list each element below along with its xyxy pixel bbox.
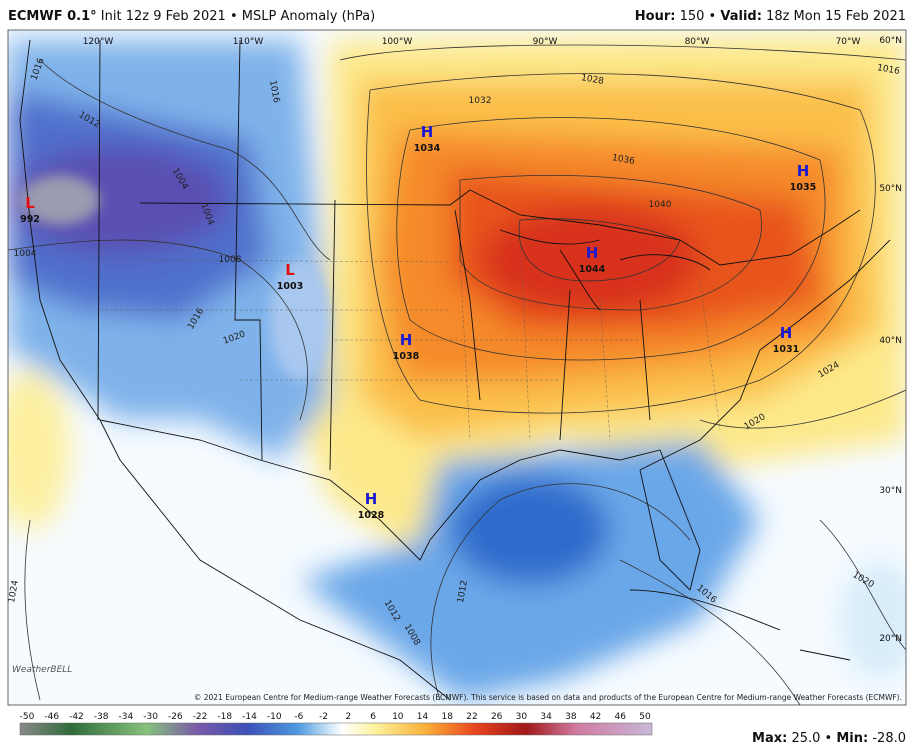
hour-label: Hour: (635, 9, 676, 24)
valid: 18z Mon 15 Feb 2021 (766, 9, 906, 24)
colorbar-tick-label: 10 (392, 712, 404, 722)
terrain-noise (20, 175, 330, 380)
pressure-center-letter: H (400, 331, 413, 349)
pressure-center-value: 1028 (358, 510, 385, 521)
model-name: ECMWF 0.1° (8, 9, 97, 24)
longitude-label: 120°W (83, 37, 114, 47)
isobar-label: 1032 (469, 96, 492, 106)
pressure-center-value: 1044 (579, 264, 606, 275)
colorbar-tick-label: 42 (590, 712, 601, 722)
colorbar-tick-label: 30 (516, 712, 528, 722)
isobar-label: 1016 (876, 63, 901, 77)
colorbar-tick-label: -46 (44, 712, 59, 722)
pressure-center-letter: H (365, 490, 378, 508)
pressure-center-value: 1031 (773, 344, 799, 355)
pressure-center-value: 992 (20, 214, 40, 225)
colorbar-tick-label: 6 (370, 712, 376, 722)
stats: Max: 25.0 • Min: -28.0 (752, 731, 906, 746)
isobar-label: 1012 (456, 580, 470, 604)
pressure-center-value: 1035 (790, 182, 816, 193)
latitude-label: 60°N (879, 36, 902, 46)
state-lines (100, 229, 721, 441)
hour: 150 • (680, 9, 717, 24)
map-frame (7, 29, 907, 706)
colorbar-tick-label: 18 (442, 712, 454, 722)
colorbar-tick-label: -26 (168, 712, 183, 722)
pressure-center-letter: H (780, 324, 793, 342)
isobar-label: 1028 (580, 73, 605, 87)
isobars (8, 44, 906, 705)
longitude-label: 100°W (382, 37, 413, 47)
pressure-center-value: 1038 (393, 351, 420, 362)
header-right: Hour: 150 • Valid: 18z Mon 15 Feb 2021 (635, 9, 906, 24)
latitude-label: 40°N (879, 336, 902, 346)
copyright: © 2021 European Centre for Medium-range … (194, 693, 902, 702)
colorbar-tick-label: -38 (94, 712, 109, 722)
init-info: Init 12z 9 Feb 2021 • MSLP Anomaly (hPa) (101, 9, 375, 24)
longitude-label: 110°W (233, 37, 264, 47)
isobar-label: 1004 (14, 249, 37, 259)
colorbar-tick-label: 46 (615, 712, 627, 722)
pressure-center-letter: H (797, 162, 810, 180)
latitude-label: 20°N (879, 634, 902, 644)
colorbar-tick-label: -14 (242, 712, 257, 722)
colorbar-tick-label: 38 (565, 712, 577, 722)
header-left: ECMWF 0.1° Init 12z 9 Feb 2021 • MSLP An… (8, 9, 375, 24)
valid-label: Valid: (720, 9, 762, 24)
colorbar-tick-label: -50 (20, 712, 35, 722)
min-value: -28.0 (872, 731, 906, 746)
max-label: Max: (752, 731, 787, 746)
anomaly-shading (8, 35, 906, 700)
colorbar-tick-label: -10 (267, 712, 282, 722)
map-field: 120°W 110°W 100°W 90°W 80°W 70°W 60°N 50°N 40°N 3… (7, 30, 906, 705)
pressure-center-letter: L (285, 261, 295, 279)
isobar-label: 1040 (649, 200, 672, 210)
colorbar-tick-label: -2 (319, 712, 328, 722)
colorbar-tick-label: -30 (143, 712, 158, 722)
max-value: 25.0 • (791, 731, 832, 746)
isobar-label: 1016 (267, 80, 281, 105)
pressure-center-value: 1034 (414, 143, 441, 154)
longitude-label: 80°W (685, 37, 710, 47)
longitude-label: 90°W (533, 37, 558, 47)
colorbar-tick-label: -22 (193, 712, 208, 722)
colorbar-tick-label: -6 (294, 712, 303, 722)
latitude-label: 30°N (879, 486, 902, 496)
colorbar (19, 722, 653, 736)
colorbar-tick-label: -18 (217, 712, 232, 722)
longitude-label: 70°W (836, 37, 861, 47)
isobar-label: 1008 (219, 255, 242, 265)
colorbar-tick-label: -42 (69, 712, 84, 722)
isobar-label: 1036 (611, 153, 636, 167)
colorbar-tick-label: -34 (119, 712, 134, 722)
colorbar-tick-label: 34 (540, 712, 552, 722)
logo: WeatherBELL (12, 665, 72, 675)
pressure-center-value: 1003 (277, 281, 303, 292)
pressure-center-letter: H (421, 123, 434, 141)
colorbar-tick-label: 26 (491, 712, 503, 722)
borders (19, 39, 891, 701)
colorbar-tick-label: 2 (345, 712, 351, 722)
colorbar-tick-label: 22 (466, 712, 477, 722)
isobar-label: 1024 (7, 579, 21, 604)
pressure-center-letter: L (25, 194, 35, 212)
colorbar-ticks: -50 -46 -42 -38 -34 -30 -26 -22 -18 -14 -10 -6 -2 2 6 1… (20, 712, 651, 722)
min-label: Min: (836, 731, 868, 746)
colorbar-tick-label: 50 (639, 712, 651, 722)
colorbar-tick-label: 14 (417, 712, 429, 722)
latitude-label: 50°N (879, 184, 902, 194)
pressure-center-letter: H (586, 244, 599, 262)
